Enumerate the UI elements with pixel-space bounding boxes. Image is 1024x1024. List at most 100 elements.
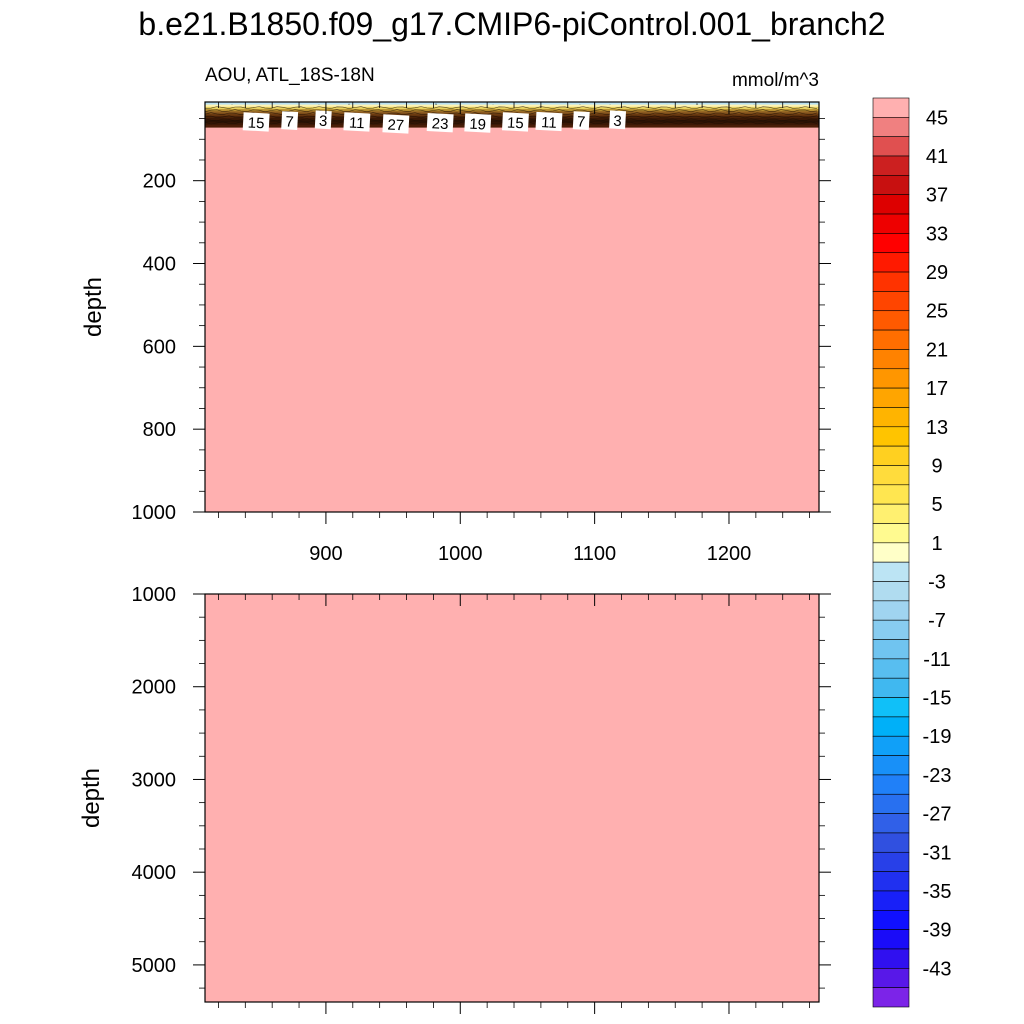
colorbar-swatch bbox=[872, 233, 910, 254]
upper-x-ticks: 900 1000 1100 1200 bbox=[218, 102, 810, 565]
colorbar-swatch bbox=[872, 813, 910, 834]
units-label: mmol/m^3 bbox=[732, 70, 819, 91]
colorbar-swatch bbox=[872, 619, 910, 640]
contour-label: 27 bbox=[382, 114, 410, 134]
contour-label-box bbox=[572, 111, 590, 131]
gradient-band-strip bbox=[205, 109, 819, 112]
colorbar-label: 25 bbox=[926, 301, 948, 323]
lower-plot-frame bbox=[204, 593, 820, 1003]
gradient-contour-line bbox=[204, 109, 818, 113]
upper-contour-labels: 15 7 3 11 27 23 19 15 11 7 3 bbox=[242, 110, 627, 134]
colorbar-swatch bbox=[872, 909, 910, 930]
contour-label-text: 7 bbox=[285, 113, 294, 130]
contour-label: 19 bbox=[464, 113, 492, 134]
y-tick-label: 5000 bbox=[132, 955, 177, 977]
colorbar-swatch bbox=[872, 484, 910, 505]
upper-plot-area bbox=[205, 102, 819, 512]
lower-y-ticks: 1000 2000 3000 4000 5000 bbox=[132, 584, 831, 989]
colorbar-swatch bbox=[872, 465, 910, 486]
colorbar-label: 9 bbox=[931, 456, 942, 478]
contour-label-box bbox=[343, 112, 371, 132]
colorbar-label: -31 bbox=[923, 842, 952, 864]
colorbar-label: 13 bbox=[926, 417, 948, 439]
colorbar-label: 5 bbox=[931, 494, 942, 516]
upper-panel: 15 7 3 11 27 23 19 15 11 7 3 900 1000 1100 1200 200 40… bbox=[80, 101, 831, 565]
colorbar-swatch bbox=[872, 426, 910, 447]
colorbar-swatch bbox=[872, 774, 910, 795]
colorbar-swatch bbox=[872, 581, 910, 602]
colorbar-label: 29 bbox=[926, 262, 948, 284]
contour-label-text: 3 bbox=[319, 113, 328, 130]
contour-label-box bbox=[464, 113, 492, 133]
x-tick-label: 1200 bbox=[707, 543, 752, 565]
colorbar-swatch bbox=[872, 387, 910, 408]
colorbar-label: -15 bbox=[923, 688, 952, 710]
colorbar-label: 41 bbox=[926, 146, 948, 168]
y-tick-label: 1000 bbox=[132, 584, 177, 606]
colorbar-label: -7 bbox=[928, 610, 946, 632]
colorbar-swatch bbox=[872, 136, 910, 157]
upper-y-axis-label: depth bbox=[80, 277, 107, 337]
colorbar-swatch bbox=[872, 194, 910, 215]
contour-label-text: 7 bbox=[577, 113, 586, 130]
colorbar-swatch bbox=[872, 561, 910, 582]
colorbar-swatch bbox=[872, 890, 910, 911]
colorbar-swatch bbox=[872, 968, 910, 988]
x-tick-label: 1000 bbox=[438, 543, 483, 565]
colorbar-label: -43 bbox=[923, 958, 952, 980]
colorbar-swatch bbox=[872, 542, 910, 563]
colorbar-swatch bbox=[872, 291, 910, 312]
colorbar-swatch bbox=[872, 310, 910, 331]
lower-y-axis-label: depth bbox=[78, 768, 105, 828]
upper-y-ticks: 200 400 600 800 1000 bbox=[132, 118, 831, 524]
colorbar-swatch bbox=[872, 600, 910, 621]
colorbar-swatch bbox=[872, 117, 910, 137]
colorbar-label: 45 bbox=[926, 107, 948, 129]
colorbar-swatch bbox=[872, 155, 910, 176]
colorbar-label: -35 bbox=[923, 881, 952, 903]
contour-label-box bbox=[382, 114, 410, 134]
contour-label-box bbox=[242, 112, 270, 132]
colorbar-swatch bbox=[872, 445, 910, 466]
contour-label-text: 11 bbox=[349, 115, 365, 133]
contour-label: 11 bbox=[343, 112, 371, 133]
colorbar-label: -19 bbox=[923, 726, 952, 748]
chart-subtitle: AOU, ATL_18S-18N bbox=[205, 65, 375, 86]
contour-label: 11 bbox=[535, 111, 563, 132]
colorbar-swatch bbox=[872, 252, 910, 273]
colorbar-swatch bbox=[872, 523, 910, 544]
colorbar-swatch bbox=[872, 503, 910, 524]
colorbar-swatch bbox=[872, 658, 910, 679]
contour-label-text: 19 bbox=[469, 116, 487, 134]
colorbar-swatch bbox=[872, 639, 910, 660]
contour-label: 15 bbox=[501, 112, 529, 132]
colorbar-swatch bbox=[872, 735, 910, 756]
colorbar-swatch bbox=[872, 851, 910, 872]
gradient-band-strip bbox=[205, 104, 819, 108]
contour-label-text: 15 bbox=[507, 114, 525, 132]
y-tick-label: 2000 bbox=[132, 677, 177, 699]
colorbar-swatch bbox=[872, 213, 910, 234]
contour-label-box bbox=[535, 111, 563, 132]
y-tick-label: 200 bbox=[143, 171, 176, 193]
y-tick-label: 600 bbox=[143, 336, 176, 358]
colorbar-swatch bbox=[872, 793, 910, 814]
colorbar-label: -23 bbox=[923, 765, 952, 787]
colorbar-swatch bbox=[872, 329, 910, 350]
contour-label: 7 bbox=[572, 111, 590, 131]
colorbar-swatch bbox=[872, 349, 910, 370]
colorbar-swatch bbox=[872, 175, 910, 196]
colorbar-swatch bbox=[872, 271, 910, 292]
colorbar-swatch bbox=[872, 97, 910, 118]
colorbar-label: 37 bbox=[926, 185, 948, 207]
chart-title: b.e21.B1850.f09_g17.CMIP6-piControl.001_… bbox=[138, 6, 885, 42]
contour-label-text: 23 bbox=[431, 115, 449, 133]
contour-label: 23 bbox=[426, 113, 454, 133]
y-tick-label: 3000 bbox=[132, 769, 177, 791]
colorbar-label: -11 bbox=[923, 649, 950, 671]
lower-plot-area bbox=[205, 594, 819, 1002]
contour-label-box bbox=[426, 113, 454, 133]
colorbar-label: 33 bbox=[926, 223, 948, 245]
contour-label-box bbox=[609, 110, 627, 130]
